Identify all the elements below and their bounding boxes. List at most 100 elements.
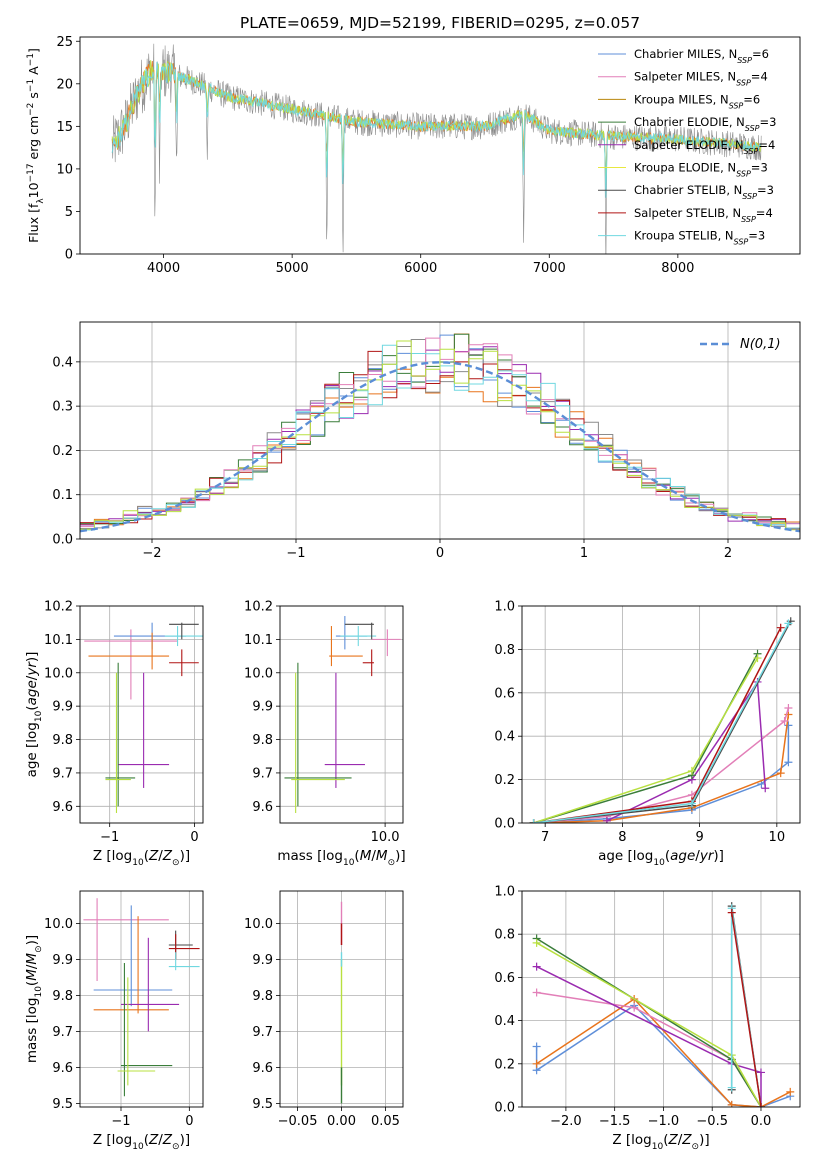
residual-histogram-line bbox=[80, 337, 800, 528]
x-tick-label: 9 bbox=[695, 830, 703, 845]
x-tick-label: 5000 bbox=[276, 261, 309, 276]
y-tick-label: 0.0 bbox=[494, 817, 515, 832]
weight-marker bbox=[780, 717, 789, 726]
legend-label: Chabrier ELODIE, NSSP=3 bbox=[634, 115, 776, 133]
y-tick-label: 0.2 bbox=[52, 444, 73, 459]
weight-marker bbox=[602, 816, 611, 823]
y-tick-label: 0.3 bbox=[52, 400, 73, 415]
y-tick-label: 9.9 bbox=[52, 700, 73, 715]
weight-marker bbox=[532, 938, 541, 947]
weight-marker bbox=[687, 766, 696, 775]
x-tick-label: 8 bbox=[618, 830, 626, 845]
x-tick-label: −2.0 bbox=[550, 1114, 582, 1129]
y-tick-label: 0.8 bbox=[494, 643, 515, 658]
x-tick-label: 10 bbox=[769, 830, 786, 845]
x-tick-label: 7000 bbox=[533, 261, 566, 276]
weight-marker bbox=[529, 819, 538, 823]
x-axis-label: age [log10(age/yr)] bbox=[598, 848, 724, 868]
y-tick-label: 9.8 bbox=[252, 989, 273, 1004]
x-tick-label: −1 bbox=[111, 1114, 130, 1129]
x-axis-label: mass [log10(M/M⊙)] bbox=[277, 848, 405, 868]
weight-line bbox=[536, 942, 762, 1107]
y-tick-label: 9.8 bbox=[52, 733, 73, 748]
x-tick-label: 0.05 bbox=[371, 1114, 400, 1129]
legend-label: Kroupa ELODIE, NSSP=3 bbox=[634, 161, 768, 179]
y-tick-label: 0.2 bbox=[494, 773, 515, 788]
y-tick-label: 9.6 bbox=[52, 800, 73, 815]
weight-marker bbox=[687, 799, 696, 808]
plot-area bbox=[111, 43, 762, 254]
y-tick-label: 9.6 bbox=[52, 1061, 73, 1076]
y-tick-label: 9.8 bbox=[252, 733, 273, 748]
y-tick-label: 0.6 bbox=[494, 971, 515, 986]
x-tick-label: 0.00 bbox=[327, 1114, 356, 1129]
y-tick-label: 10.0 bbox=[244, 666, 273, 681]
figure-title: PLATE=0659, MJD=52199, FIBERID=0295, z=0… bbox=[240, 14, 640, 32]
panel-mass_vs_EBV: −0.05 0.00 0.05 9.5 9.6 9.7 9.8 9.9 10.0 bbox=[244, 890, 404, 1129]
weight-marker bbox=[532, 988, 541, 997]
weight-marker bbox=[784, 758, 793, 767]
y-tick-label: 0.0 bbox=[494, 1101, 515, 1116]
legend: Chabrier MILES, NSSP=6 Salpeter MILES, NS… bbox=[598, 47, 776, 246]
y-tick-label: 0.8 bbox=[494, 928, 515, 943]
y-tick-label: 9.7 bbox=[252, 766, 273, 781]
y-tick-label: 0.6 bbox=[494, 686, 515, 701]
weight-marker bbox=[753, 654, 762, 663]
axes-frame bbox=[79, 890, 204, 1108]
axes-frame bbox=[521, 890, 801, 1108]
panel-weight_vs_age: 7 8 9 10 0.0 0.2 0.4 0.6 0.8 1.0 age [log10(age/yr… bbox=[494, 600, 801, 868]
y-tick-label: 9.7 bbox=[52, 766, 73, 781]
x-tick-label: −1 bbox=[100, 830, 119, 845]
weight-line bbox=[730, 912, 762, 1107]
y-tick-label: 15 bbox=[56, 120, 73, 135]
y-tick-label: 10 bbox=[56, 162, 73, 177]
y-tick-label: 0.4 bbox=[494, 730, 515, 745]
y-tick-label: 9.5 bbox=[52, 1097, 73, 1112]
y-tick-label: 10.0 bbox=[244, 917, 273, 932]
weight-line bbox=[536, 991, 762, 1107]
panel-age_vs_mass: 10.0 9.6 9.7 9.8 9.9 10.0 10.1 10.2 mass [log10(… bbox=[244, 600, 406, 869]
y-tick-label: 10.1 bbox=[44, 633, 73, 648]
weight-marker bbox=[756, 1103, 765, 1107]
legend-label: Kroupa MILES, NSSP=6 bbox=[634, 92, 760, 110]
y-tick-label: 0.4 bbox=[52, 355, 73, 370]
x-tick-label: 8000 bbox=[661, 261, 694, 276]
y-tick-label: 1.0 bbox=[494, 600, 515, 615]
x-tick-label: −1 bbox=[286, 546, 305, 561]
legend: N(0,1) bbox=[700, 337, 781, 352]
weight-marker bbox=[784, 721, 793, 730]
y-tick-label: 1.0 bbox=[494, 885, 515, 900]
weight-marker bbox=[756, 1068, 765, 1077]
weight-marker bbox=[727, 908, 736, 917]
x-tick-label: 10.0 bbox=[371, 830, 400, 845]
y-tick-label: 10.0 bbox=[44, 917, 73, 932]
weight-marker bbox=[630, 1003, 639, 1012]
observed-spectrum-line bbox=[111, 43, 762, 254]
weight-marker bbox=[532, 962, 541, 971]
weight-line bbox=[606, 679, 767, 822]
legend-label: Salpeter MILES, NSSP=4 bbox=[634, 70, 768, 88]
weight-marker bbox=[761, 784, 770, 793]
x-tick-label: 0 bbox=[185, 1114, 193, 1129]
x-tick-label: −0.5 bbox=[696, 1114, 728, 1129]
legend-label: Chabrier STELIB, NSSP=3 bbox=[634, 183, 774, 201]
y-tick-label: 10.2 bbox=[44, 600, 73, 615]
x-axis-label: Z [log10(Z/Z⊙)] bbox=[93, 848, 190, 868]
weight-marker bbox=[727, 1083, 736, 1092]
x-tick-label: −2 bbox=[142, 546, 161, 561]
panel-weight_vs_Z: −2.0 −1.5 −1.0 −0.5 0.0 0.0 0.2 0.4 0.6 0.8 1.0 Z [… bbox=[494, 885, 801, 1152]
x-tick-label: 1 bbox=[580, 546, 588, 561]
weight-marker bbox=[776, 769, 785, 778]
y-tick-label: 5 bbox=[65, 205, 73, 220]
model-spectrum-line bbox=[111, 61, 762, 198]
axes-frame bbox=[279, 605, 404, 824]
panel-mass_vs_Z: −1 0 9.5 9.6 9.7 9.8 9.9 10.0 Z [log10(Z/Z⊙)] mas… bbox=[24, 890, 204, 1152]
plot-area bbox=[84, 622, 203, 813]
y-axis-label: Flux [fλ10−17 erg cm−2 s−1 A−1] bbox=[26, 48, 46, 243]
weight-line bbox=[533, 620, 792, 823]
weight-marker bbox=[776, 623, 785, 632]
weight-marker bbox=[532, 1059, 541, 1068]
normal-curve-line bbox=[80, 361, 800, 533]
y-tick-label: 10.1 bbox=[244, 633, 273, 648]
axes-frame bbox=[79, 36, 801, 255]
